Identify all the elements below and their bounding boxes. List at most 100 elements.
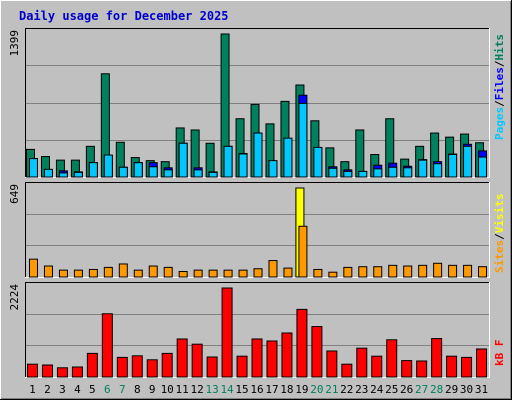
bar-kbf <box>161 352 173 378</box>
x-tick-label: 5 <box>89 383 96 396</box>
bar-pages <box>178 142 188 178</box>
bar-pages <box>253 132 263 178</box>
legend-separator: / <box>493 100 506 107</box>
x-tick-label: 8 <box>134 383 141 396</box>
bar-kbf <box>416 360 428 378</box>
bar-kbf <box>176 338 188 378</box>
bar-kbf <box>131 355 143 378</box>
bar-pages <box>238 153 248 178</box>
bar-sites <box>58 269 68 278</box>
legend-sites: Sites <box>493 240 506 273</box>
x-tick-label: 28 <box>430 383 443 396</box>
legend-pages: Pages <box>493 107 506 140</box>
bar-kbf <box>311 326 323 378</box>
panel-background <box>25 182 489 277</box>
x-tick-label: 30 <box>460 383 473 396</box>
bar-sites <box>103 266 113 278</box>
bar-kbf <box>146 359 158 378</box>
x-tick-label: 16 <box>250 383 263 396</box>
bar-sites <box>313 268 323 278</box>
x-tick-label: 11 <box>176 383 189 396</box>
bar-pages <box>58 172 68 178</box>
bar-pages <box>298 102 308 178</box>
legend-middle: Sites/Visits <box>493 194 506 274</box>
x-tick-label: 6 <box>104 383 111 396</box>
x-tick-label: 23 <box>355 383 368 396</box>
bar-pages <box>478 156 488 178</box>
x-axis-tick-labels: 1 2 3 4 5 6 7 8 9 10 11 12 13 14 15 16 17 18 19 20 21 22 23 24 2… <box>29 383 488 396</box>
bar-kbf <box>476 348 488 378</box>
bar-pages <box>29 158 38 178</box>
bar-kbf <box>341 363 353 378</box>
bar-kbf <box>461 356 473 378</box>
legend-visits: Visits <box>493 194 506 234</box>
bar-kbf <box>101 313 113 378</box>
bar-sites <box>403 265 413 278</box>
x-tick-label: 26 <box>400 383 413 396</box>
y-axis-max-label: 2224 <box>8 284 21 311</box>
chart-title: Daily usage for December 2025 <box>19 9 229 23</box>
bar-kbf <box>281 332 293 378</box>
legend-files: Files <box>493 67 506 100</box>
x-tick-label: 21 <box>325 383 338 396</box>
bar-pages <box>448 154 458 178</box>
bar-sites <box>193 269 203 278</box>
bar-sites <box>238 269 248 278</box>
bar-sites <box>388 264 398 278</box>
bar-pages <box>373 168 383 178</box>
x-tick-label: 3 <box>59 383 66 396</box>
bar-sites <box>88 268 98 278</box>
x-tick-label: 20 <box>310 383 323 396</box>
bar-pages <box>358 170 368 178</box>
bar-sites <box>178 271 188 278</box>
bar-kbf <box>41 364 53 378</box>
bar-sites <box>73 269 83 278</box>
legend-separator: / <box>493 60 506 67</box>
bar-sites <box>118 263 128 278</box>
bar-sites <box>463 264 473 278</box>
bar-pages <box>43 168 53 178</box>
bar-kbf <box>251 338 263 378</box>
bar-sites <box>343 266 353 278</box>
x-tick-label: 2 <box>44 383 51 396</box>
bar-kbf <box>191 343 203 378</box>
bar-kbf <box>221 287 233 378</box>
bar-sites <box>163 266 173 278</box>
bar-pages <box>343 170 353 178</box>
bar-sites <box>448 264 458 278</box>
bar-kbf <box>56 367 68 378</box>
bar-pages <box>208 171 218 178</box>
bar-pages <box>388 166 398 178</box>
bar-kbf <box>401 360 413 378</box>
bar-kbf <box>71 366 83 378</box>
bar-pages <box>313 146 323 178</box>
x-tick-label: 17 <box>265 383 278 396</box>
bar-pages <box>223 145 233 178</box>
legend-hits: Hits <box>493 34 506 61</box>
x-tick-label: 13 <box>205 383 218 396</box>
bar-kbf <box>446 355 458 378</box>
x-tick-label: 15 <box>235 383 248 396</box>
bar-sites <box>223 269 233 278</box>
bar-pages <box>133 162 143 178</box>
x-tick-label: 27 <box>415 383 428 396</box>
x-tick-label: 9 <box>149 383 156 396</box>
panel-kbf: 2224 <box>8 282 490 378</box>
x-tick-label: 14 <box>220 383 234 396</box>
panel-hits-files-pages: 1399 <box>8 28 490 178</box>
bar-sites <box>373 266 383 278</box>
bar-kbf <box>356 347 368 378</box>
x-tick-label: 22 <box>340 383 353 396</box>
bar-pages <box>148 166 158 178</box>
x-tick-label: 1 <box>29 383 36 396</box>
y-axis-max-label: 649 <box>8 184 21 204</box>
bar-kbf <box>86 352 98 378</box>
x-tick-label: 7 <box>119 383 126 396</box>
x-tick-label: 12 <box>191 383 204 396</box>
panel-visits-sites: 649 <box>8 182 490 278</box>
bar-sites <box>433 262 443 278</box>
bar-pages <box>283 137 293 178</box>
bar-sites <box>208 269 218 278</box>
bar-sites <box>478 266 488 278</box>
